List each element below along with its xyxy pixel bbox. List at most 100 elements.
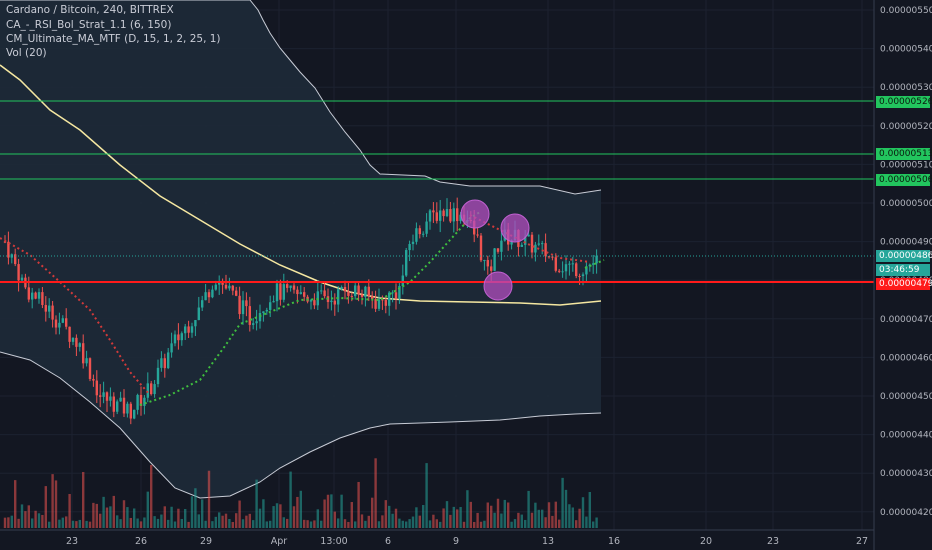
volume-bar	[31, 518, 34, 528]
time-axis-label: 27	[856, 536, 868, 547]
volume-bar	[48, 521, 51, 528]
volume-bar	[296, 496, 299, 528]
volume-bar	[228, 518, 231, 528]
chart-title[interactable]: Cardano / Bitcoin, 240, BITTREX	[6, 4, 174, 16]
candle-body	[286, 284, 289, 288]
volume-bar	[75, 521, 78, 528]
volume-bar	[82, 472, 85, 528]
volume-bar	[507, 502, 510, 528]
candle-body	[248, 306, 251, 325]
candle-body	[51, 305, 54, 320]
volume-bar	[3, 517, 7, 528]
candle-body	[105, 392, 109, 401]
volume-bar	[255, 479, 258, 528]
countdown-tag: 03:46:59	[876, 264, 930, 276]
volume-bar	[156, 518, 160, 528]
candle-body	[449, 209, 452, 222]
candle-body	[371, 296, 374, 300]
volume-bar	[442, 508, 445, 528]
candle-body	[442, 210, 445, 217]
candle-body	[496, 248, 500, 252]
volume-bar	[7, 517, 10, 528]
candle-body	[177, 334, 180, 341]
last-price-tag: 0.00000486	[876, 250, 932, 262]
volume-bar	[401, 520, 404, 528]
volume-bar	[435, 519, 438, 528]
candle-body	[255, 321, 258, 324]
volume-bar	[14, 480, 17, 528]
volume-bar	[381, 515, 384, 528]
volume-bar	[408, 519, 411, 528]
candle-body	[483, 260, 486, 262]
volume-bar	[68, 493, 71, 528]
volume-bar	[445, 501, 449, 528]
volume-bar	[102, 496, 105, 528]
volume-bar	[500, 513, 503, 528]
volume-bar	[347, 521, 350, 528]
candle-body	[445, 209, 449, 217]
volume-bar	[558, 519, 561, 528]
volume-bar	[99, 513, 102, 528]
volume-bar	[306, 520, 309, 528]
volume-bar	[527, 490, 530, 528]
candle-body	[272, 301, 275, 303]
volume-bar	[469, 501, 472, 528]
candle-body	[456, 208, 459, 222]
volume-bar	[133, 508, 136, 528]
volume-bar	[88, 521, 92, 528]
volume-bar	[116, 515, 119, 528]
candle-body	[527, 234, 530, 237]
volume-bar	[388, 505, 391, 528]
volume-bar	[214, 516, 217, 528]
candle-body	[408, 244, 411, 251]
volume-bar	[581, 497, 585, 528]
time-axis-label: 6	[385, 536, 391, 547]
volume-bar	[544, 517, 547, 528]
candle-body	[296, 289, 299, 295]
volume-bar	[561, 477, 564, 528]
candle-body	[88, 358, 92, 379]
indicator-cm-ultimate-ma[interactable]: CM_Ultimate_MA_MTF (D, 15, 1, 2, 25, 1)	[6, 33, 221, 45]
volume-bar	[585, 516, 588, 528]
volume-bar	[207, 470, 211, 528]
time-axis-label: 26	[135, 536, 147, 547]
volume-bar	[146, 491, 149, 528]
price-axis-label: 0.00000460	[880, 353, 932, 363]
candle-body	[258, 313, 262, 322]
candle-body	[490, 266, 493, 271]
volume-bar	[530, 512, 534, 528]
candle-body	[313, 300, 316, 306]
candle-body	[364, 286, 367, 297]
bollinger-upper-band	[0, 0, 602, 195]
candle-body	[119, 397, 122, 402]
candle-body	[388, 292, 391, 306]
candle-body	[510, 240, 513, 245]
candle-body	[194, 320, 197, 327]
volume-bar	[218, 512, 221, 528]
volume-bar	[551, 515, 554, 528]
volume-bar	[354, 521, 357, 528]
volume-bar	[78, 519, 81, 528]
volume-bar	[184, 509, 187, 528]
volume-bar	[320, 520, 323, 528]
volume-bar	[167, 519, 170, 528]
volume-bar	[211, 521, 214, 528]
indicator-rsi-bol-strat[interactable]: CA_-_RSI_Bol_Strat_1.1 (6, 150)	[6, 19, 172, 31]
candle-body	[160, 358, 163, 368]
volume-bar	[313, 520, 316, 528]
candle-body	[595, 255, 598, 264]
candle-body	[167, 352, 170, 369]
volume-bar	[462, 521, 466, 528]
indicator-volume[interactable]: Vol (20)	[6, 47, 47, 59]
candle-body	[252, 323, 255, 325]
candle-body	[116, 401, 119, 412]
candle-body	[136, 394, 139, 410]
price-axis-label: 0.00000450	[880, 392, 932, 402]
candle-body	[58, 322, 61, 328]
volume-bar	[367, 515, 370, 528]
candle-body	[269, 302, 272, 310]
volume-bar	[520, 514, 523, 528]
resistance-tag-506: 0.00000506	[876, 174, 932, 186]
time-axis-label: 23	[767, 536, 779, 547]
